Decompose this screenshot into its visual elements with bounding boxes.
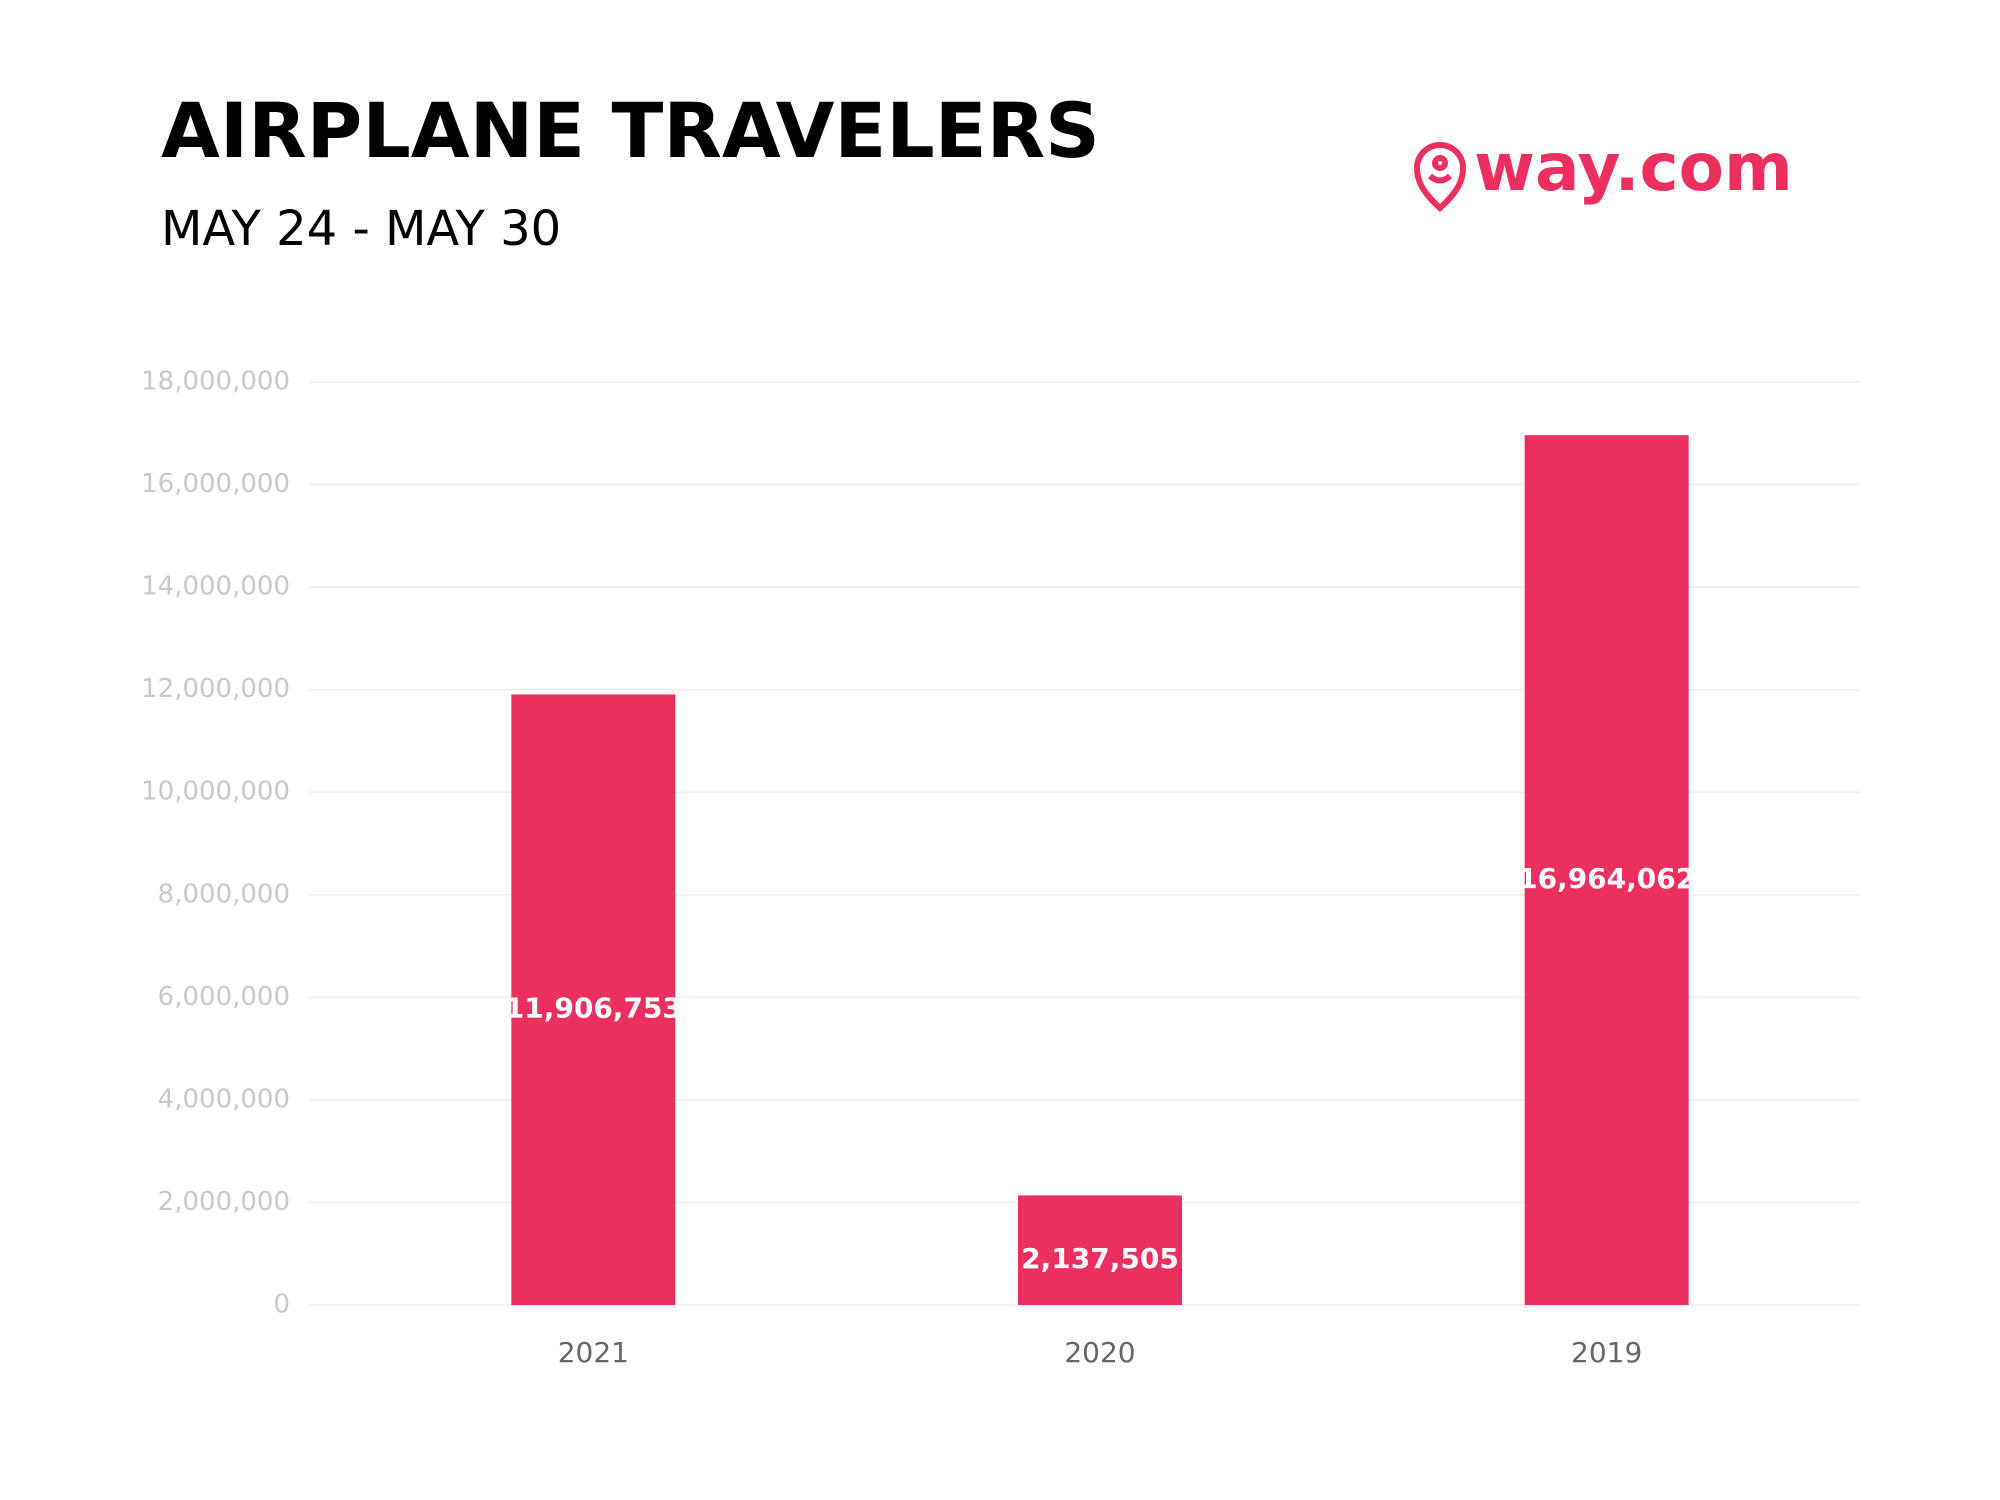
logo-icon (1413, 142, 1467, 213)
bar (1524, 435, 1689, 1305)
y-tick-label: 14,000,000 (141, 572, 290, 602)
chart-subtitle: MAY 24 - MAY 30 (161, 201, 561, 257)
y-tick-label: 18,000,000 (141, 367, 290, 397)
y-tick-label: 16,000,000 (141, 469, 290, 499)
bar (511, 694, 676, 1305)
value-label: 11,906,753 (505, 992, 682, 1025)
y-tick-label: 0 (273, 1290, 290, 1320)
y-tick-label: 4,000,000 (158, 1084, 290, 1114)
y-tick-label: 8,000,000 (158, 879, 290, 909)
y-tick-label: 10,000,000 (141, 777, 290, 807)
x-tick-label: 2021 (558, 1336, 629, 1369)
y-tick-label: 12,000,000 (141, 674, 290, 704)
chart-title: AIRPLANE TRAVELERS (161, 86, 1100, 175)
y-tick-label: 2,000,000 (158, 1187, 290, 1217)
x-tick-label: 2019 (1571, 1336, 1642, 1369)
value-label: 16,964,062 (1518, 862, 1695, 895)
value-label: 2,137,505 (1021, 1242, 1179, 1275)
y-tick-label: 6,000,000 (158, 982, 290, 1012)
x-tick-label: 2020 (1064, 1336, 1135, 1369)
bar (1018, 1195, 1182, 1305)
logo-text: way.com (1474, 129, 1793, 206)
